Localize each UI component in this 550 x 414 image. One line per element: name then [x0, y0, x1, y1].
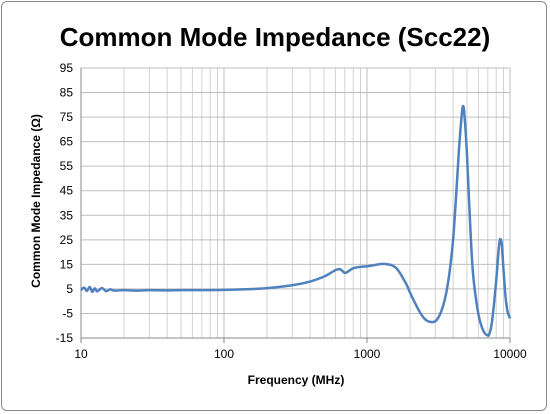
x-tick-label: 100: [214, 347, 234, 361]
y-tick-label: 25: [60, 233, 74, 247]
x-tick-label: 10000: [493, 347, 527, 361]
y-tick-label: 85: [60, 86, 74, 100]
x-axis-label: Frequency (MHz): [248, 373, 345, 387]
series-group: [80, 104, 512, 337]
x-tick-label: 10: [74, 347, 88, 361]
y-tick-label: 65: [60, 135, 74, 149]
axes: [80, 68, 511, 343]
chart-title: Common Mode Impedance (Scc22): [60, 22, 491, 52]
y-axis-label: Common Mode Impedance (Ω): [29, 114, 43, 288]
y-tick-label: -5: [62, 306, 73, 320]
y-tick-label: 35: [60, 208, 74, 222]
y-tick-labels: 95 85 75 65 55 45 35 25 15 5 -5 -15: [56, 61, 74, 345]
y-tick-label: 95: [60, 61, 74, 75]
series-line: [80, 104, 512, 337]
y-tick-label: -15: [56, 331, 74, 345]
x-tick-labels: 10 100 1000 10000: [74, 347, 527, 361]
y-tick-label: 15: [60, 257, 74, 271]
y-tick-label: 5: [66, 282, 73, 296]
y-tick-label: 45: [60, 184, 74, 198]
y-tick-label: 55: [60, 159, 74, 173]
y-tick-label: 75: [60, 110, 74, 124]
x-tick-label: 1000: [354, 347, 381, 361]
